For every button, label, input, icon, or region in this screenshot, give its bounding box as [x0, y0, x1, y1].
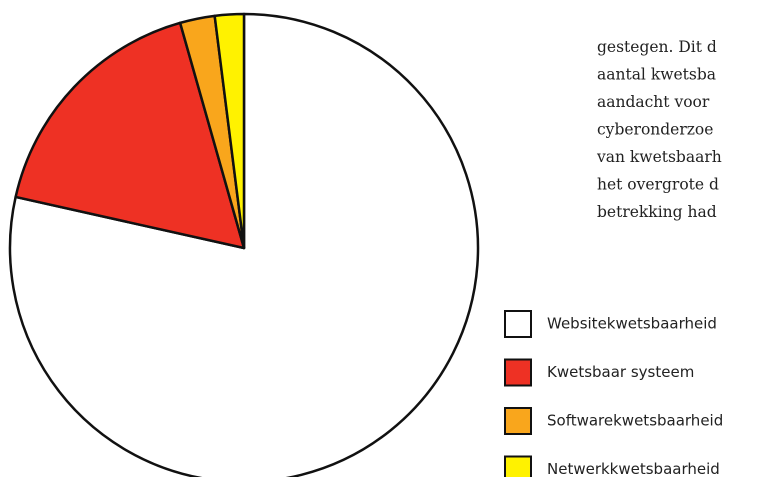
paragraph-line: aandacht voor — [597, 93, 710, 111]
paragraph-line: van kwetsbaarh — [596, 148, 722, 166]
legend-label: Websitekwetsbaarheid — [547, 315, 717, 333]
paragraph-line: betrekking had — [597, 203, 717, 221]
legend-label: Netwerkkwetsbaarheid — [547, 460, 720, 477]
paragraph-line: cyberonderzoe — [597, 121, 713, 139]
pie-slice — [14, 21, 246, 250]
paragraph-line: aantal kwetsba — [597, 66, 716, 84]
legend-swatch — [504, 310, 532, 338]
legend-label: Softwarekwetsbaarheid — [547, 412, 723, 430]
paragraph-line: gestegen. Dit d — [597, 38, 717, 56]
pie-slice — [213, 12, 246, 250]
legend-label: Kwetsbaar systeem — [547, 363, 694, 381]
legend-swatch — [504, 407, 532, 435]
paragraph-line: het overgrote d — [597, 176, 719, 194]
legend-swatch — [504, 358, 532, 387]
legend-swatch — [504, 455, 532, 477]
